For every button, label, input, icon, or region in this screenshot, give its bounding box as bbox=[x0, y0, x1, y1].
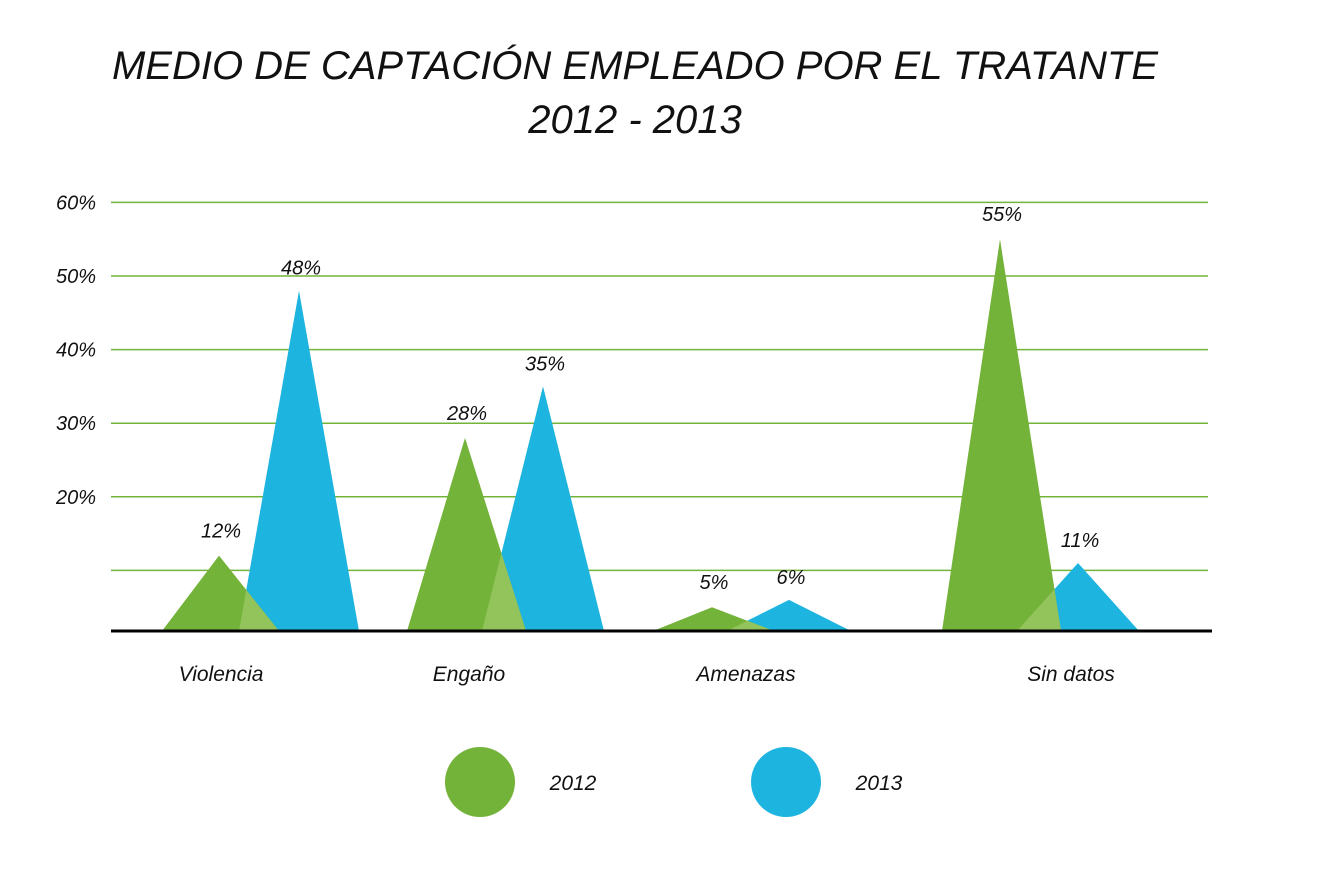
legend-label-2012: 2012 bbox=[549, 772, 597, 795]
data-label-2013: 48% bbox=[281, 258, 321, 280]
overlap-region bbox=[482, 437, 526, 631]
chart-subtitle: 2012 - 2013 bbox=[528, 98, 742, 142]
y-tick-label: 30% bbox=[56, 413, 96, 435]
legend-label-2013: 2013 bbox=[855, 772, 903, 795]
overlap-region bbox=[239, 555, 279, 631]
x-tick-label: Engaño bbox=[433, 663, 506, 686]
x-tick-label: Violencia bbox=[179, 663, 264, 686]
y-tick-label: 60% bbox=[56, 192, 96, 214]
data-label-2012: 55% bbox=[982, 204, 1022, 226]
y-tick-label: 40% bbox=[56, 340, 96, 362]
data-label-2013: 11% bbox=[1061, 530, 1100, 552]
triangle-2013 bbox=[482, 386, 604, 631]
x-tick-label: Amenazas bbox=[694, 663, 796, 686]
triangle-2013 bbox=[727, 599, 851, 631]
data-label-2013: 6% bbox=[777, 567, 806, 589]
triangle-2013 bbox=[239, 290, 359, 631]
data-label-2012: 28% bbox=[446, 403, 487, 425]
data-label-2013: 35% bbox=[525, 353, 565, 375]
x-tick-label: Sin datos bbox=[1027, 663, 1115, 686]
y-tick-label: 20% bbox=[55, 487, 96, 509]
chart-title: MEDIO DE CAPTACIÓN EMPLEADO POR EL TRATA… bbox=[111, 44, 1159, 88]
data-label-2012: 5% bbox=[700, 572, 729, 594]
legend-swatch-2013 bbox=[751, 747, 821, 817]
overlap-region bbox=[727, 607, 774, 631]
y-tick-label: 50% bbox=[56, 266, 96, 288]
triangle-2012 bbox=[942, 239, 1061, 631]
data-label-2012: 12% bbox=[201, 521, 241, 543]
legend-swatch-2012 bbox=[445, 747, 515, 817]
